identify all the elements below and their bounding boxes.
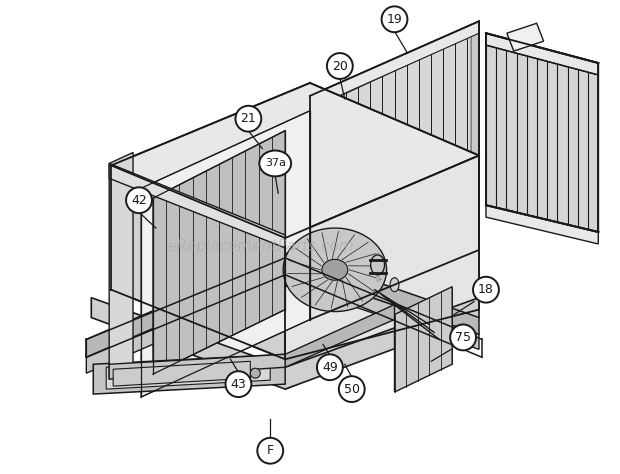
Text: 20: 20 xyxy=(332,60,348,73)
Polygon shape xyxy=(113,361,250,386)
Text: 75: 75 xyxy=(455,331,471,344)
Ellipse shape xyxy=(126,187,152,213)
Text: 49: 49 xyxy=(322,361,338,374)
Polygon shape xyxy=(109,354,285,379)
Polygon shape xyxy=(109,153,133,379)
Polygon shape xyxy=(91,298,479,389)
Polygon shape xyxy=(86,252,479,357)
Polygon shape xyxy=(111,83,479,238)
Text: 19: 19 xyxy=(387,13,402,26)
Text: 43: 43 xyxy=(231,378,246,391)
Text: 50: 50 xyxy=(343,383,360,396)
Polygon shape xyxy=(310,21,479,319)
Polygon shape xyxy=(153,131,285,374)
Polygon shape xyxy=(141,111,310,397)
Text: F: F xyxy=(267,444,274,457)
Polygon shape xyxy=(394,287,452,392)
Ellipse shape xyxy=(381,6,407,32)
Polygon shape xyxy=(486,33,598,75)
Polygon shape xyxy=(486,205,598,244)
Ellipse shape xyxy=(390,278,399,292)
Polygon shape xyxy=(320,35,471,311)
Ellipse shape xyxy=(236,106,261,132)
Ellipse shape xyxy=(327,53,353,79)
Polygon shape xyxy=(106,359,270,389)
Polygon shape xyxy=(486,33,598,232)
Ellipse shape xyxy=(322,259,348,280)
Ellipse shape xyxy=(339,376,365,402)
Text: 21: 21 xyxy=(241,112,256,125)
Ellipse shape xyxy=(317,354,343,380)
Ellipse shape xyxy=(473,277,499,302)
Polygon shape xyxy=(111,165,285,359)
Ellipse shape xyxy=(283,228,386,311)
Polygon shape xyxy=(109,164,285,248)
Polygon shape xyxy=(310,21,479,109)
Ellipse shape xyxy=(450,325,476,350)
Text: 37a: 37a xyxy=(265,158,286,168)
Ellipse shape xyxy=(259,151,291,176)
Polygon shape xyxy=(285,155,479,389)
Ellipse shape xyxy=(257,438,283,464)
Text: 42: 42 xyxy=(131,194,147,207)
Polygon shape xyxy=(86,270,479,373)
Polygon shape xyxy=(507,23,544,51)
Polygon shape xyxy=(93,354,285,394)
Text: 18: 18 xyxy=(478,283,494,296)
Ellipse shape xyxy=(371,255,384,275)
Text: eReplacementParts.com: eReplacementParts.com xyxy=(167,239,354,254)
Polygon shape xyxy=(285,305,394,367)
Circle shape xyxy=(250,368,260,378)
Ellipse shape xyxy=(226,371,251,397)
